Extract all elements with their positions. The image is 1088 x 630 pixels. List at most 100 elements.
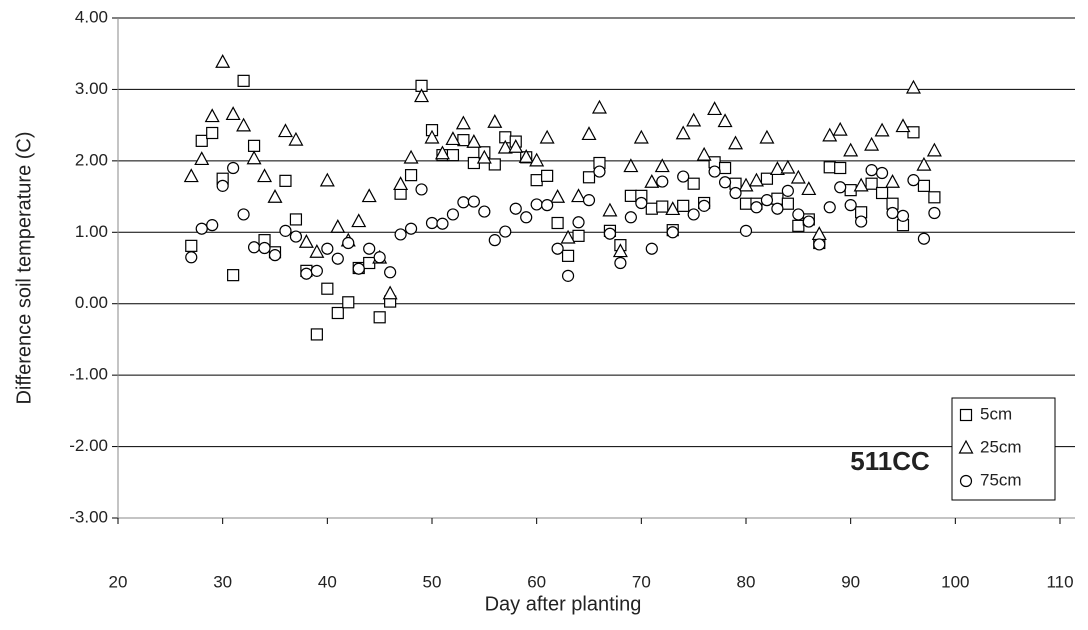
y-tick-label: -2.00 <box>69 436 108 455</box>
data-point <box>657 201 668 212</box>
legend-label: 25cm <box>980 437 1022 456</box>
data-point <box>907 81 920 93</box>
data-point <box>782 198 793 209</box>
chart: Difference soil temperature (C) Day afte… <box>0 0 1088 625</box>
y-tick-label: 1.00 <box>75 222 108 241</box>
data-point <box>719 115 732 127</box>
data-point <box>406 170 417 181</box>
data-point <box>395 229 406 240</box>
data-point <box>447 209 458 220</box>
data-point <box>437 218 448 229</box>
x-tick-label: 90 <box>841 572 860 591</box>
data-point <box>479 206 490 217</box>
data-point <box>195 152 208 164</box>
x-tick-label: 40 <box>318 572 337 591</box>
data-point <box>908 127 919 138</box>
data-point <box>709 166 720 177</box>
data-point <box>772 193 783 204</box>
data-point <box>802 182 815 194</box>
data-point <box>824 202 835 213</box>
data-point <box>457 117 470 129</box>
data-point <box>886 175 899 187</box>
data-point <box>427 218 438 229</box>
data-point <box>917 158 930 170</box>
data-point <box>500 226 511 237</box>
data-point <box>824 162 835 173</box>
data-point <box>238 75 249 86</box>
data-point <box>835 182 846 193</box>
data-point <box>865 138 878 150</box>
data-point <box>845 200 856 211</box>
y-tick-label: 3.00 <box>75 79 108 98</box>
data-point <box>384 287 397 299</box>
data-point <box>374 252 385 263</box>
legend-marker <box>961 476 972 487</box>
data-point <box>877 168 888 179</box>
data-point <box>751 202 762 213</box>
y-axis-label: Difference soil temperature (C) <box>13 131 35 404</box>
data-point <box>185 170 198 182</box>
y-tick-label: 4.00 <box>75 7 108 26</box>
data-point <box>196 135 207 146</box>
data-point <box>814 239 825 250</box>
data-point <box>761 195 772 206</box>
data-point <box>897 120 910 132</box>
data-point <box>542 170 553 181</box>
data-point <box>311 265 322 276</box>
data-point <box>280 225 291 236</box>
data-point <box>657 176 668 187</box>
data-point <box>249 140 260 151</box>
data-point <box>918 233 929 244</box>
data-point <box>835 163 846 174</box>
data-point <box>228 270 239 281</box>
annotation: 511CC <box>850 446 930 476</box>
data-point <box>583 127 596 139</box>
y-tick-label: 0.00 <box>75 293 108 312</box>
data-point <box>332 308 343 319</box>
data-point <box>624 160 637 172</box>
data-point <box>196 223 207 234</box>
data-point <box>646 203 657 214</box>
data-point <box>688 178 699 189</box>
data-point <box>782 185 793 196</box>
data-point <box>604 228 615 239</box>
data-point <box>730 188 741 199</box>
data-point <box>625 212 636 223</box>
data-point <box>186 252 197 263</box>
data-point <box>720 163 731 174</box>
data-point <box>677 127 690 139</box>
data-point <box>793 220 804 231</box>
data-point <box>290 214 301 225</box>
data-point <box>290 231 301 242</box>
data-point <box>593 101 606 113</box>
data-point <box>458 197 469 208</box>
data-point <box>866 165 877 176</box>
legend-marker <box>961 410 972 421</box>
data-point <box>678 200 689 211</box>
data-point <box>217 180 228 191</box>
data-point <box>406 223 417 234</box>
data-point <box>531 175 542 186</box>
data-point <box>573 217 584 228</box>
data-point <box>238 209 249 220</box>
data-point <box>563 250 574 261</box>
data-point <box>248 152 261 164</box>
data-point <box>625 190 636 201</box>
data-point <box>667 227 678 238</box>
data-point <box>856 216 867 227</box>
data-point <box>656 160 669 172</box>
data-point <box>206 110 219 122</box>
data-point <box>635 131 648 143</box>
x-tick-label: 60 <box>527 572 546 591</box>
data-point <box>405 151 418 163</box>
x-tick-label: 50 <box>423 572 442 591</box>
data-point <box>552 218 563 229</box>
legend-label: 5cm <box>980 404 1012 423</box>
data-point <box>269 190 282 202</box>
data-point <box>468 196 479 207</box>
data-point <box>708 102 721 114</box>
data-point <box>741 198 752 209</box>
data-point <box>228 163 239 174</box>
data-point <box>364 243 375 254</box>
data-point <box>331 220 344 232</box>
